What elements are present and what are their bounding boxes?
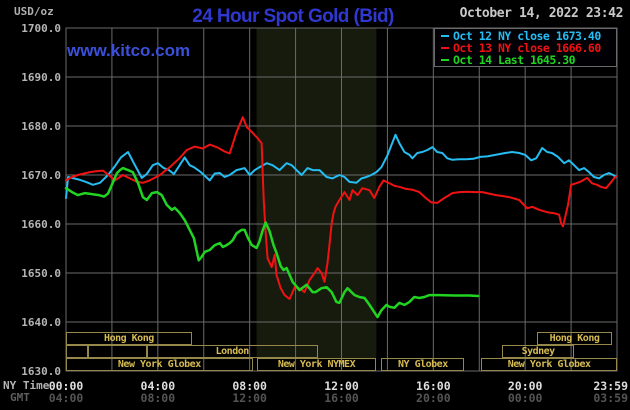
y-tick-label: 1700.0: [21, 22, 61, 35]
session-label: NY Globex: [398, 359, 448, 370]
y-tick-label: 1670.0: [21, 169, 61, 182]
kitco-watermark-link[interactable]: www.kitco.com: [67, 41, 191, 60]
session-box-ny-globex: NY Globex: [381, 358, 465, 371]
x-tick-label-ny: 08:00: [232, 379, 267, 393]
x-tick-label-gmt: 12:00: [232, 391, 267, 405]
x-tick-label-ny: 12:00: [324, 379, 359, 393]
price-line-0: [65, 133, 618, 199]
legend-dash-icon: [441, 35, 449, 37]
y-tick-label: 1680.0: [21, 120, 61, 133]
session-box-hong-kong: Hong Kong: [537, 332, 612, 345]
session-label: New York Globex: [117, 359, 201, 370]
session-label: New York Globex: [507, 359, 591, 370]
x-tick-label-ny: 00:00: [48, 379, 84, 393]
x-tick-label-ny: 04:00: [140, 379, 176, 393]
gmt-axis-caption: GMT: [10, 391, 30, 404]
y-tick-label: 1660.0: [21, 218, 61, 231]
y-tick-label: 1690.0: [21, 71, 61, 84]
legend-item: Oct 12 NY close 1673.40: [435, 29, 616, 43]
ny-time-axis-caption: NY Time: [3, 379, 50, 392]
x-tick-label-ny: 16:00: [416, 379, 451, 393]
x-tick-label-gmt: 20:00: [416, 391, 451, 405]
x-tick-label-gmt: 08:00: [140, 391, 176, 405]
x-tick-label-ny: 23:59: [593, 379, 628, 393]
y-tick-label: 1630.0: [21, 365, 61, 378]
session-box-new-york-nymex: New York NYMEX: [256, 358, 377, 371]
x-tick-label-gmt: 04:00: [48, 391, 84, 405]
session-box-sydney: Sydney: [502, 345, 575, 358]
y-axis-units-label: USD/oz: [14, 5, 54, 18]
x-tick-label-gmt: 16:00: [324, 391, 359, 405]
session-label: Sydney: [521, 346, 556, 357]
session-box-london: London: [146, 345, 318, 358]
session-box-new-york-globex: New York Globex: [66, 358, 253, 371]
legend-item: Oct 13 NY close 1666.60: [435, 41, 616, 55]
x-tick-label-gmt: 03:59: [593, 391, 628, 405]
x-tick-label-ny: 20:00: [507, 379, 543, 393]
session-box-new-york-globex: New York Globex: [481, 358, 617, 371]
legend-dash-icon: [441, 59, 449, 61]
plot-frame: [65, 27, 618, 372]
session-label: London: [215, 346, 250, 357]
x-tick-label-gmt: 00:00: [507, 391, 543, 405]
session-label: New York NYMEX: [277, 359, 356, 370]
legend-item-label: Oct 12 NY close 1673.40: [453, 29, 601, 43]
y-tick-label: 1640.0: [21, 316, 61, 329]
legend-item-label: Oct 13 NY close 1666.60: [453, 41, 601, 55]
session-box-hong-kong: Hong Kong: [66, 332, 192, 345]
session-box: [66, 345, 89, 358]
page-title: 24 Hour Spot Gold (Bid): [192, 6, 394, 27]
legend-item: Oct 14 Last 1645.30: [435, 53, 616, 67]
legend-box: Oct 12 NY close 1673.40 Oct 13 NY close 1…: [434, 28, 617, 67]
session-label: Hong Kong: [549, 333, 600, 344]
price-line-1: [65, 116, 618, 300]
session-box: [88, 345, 147, 358]
price-line-2: [64, 166, 480, 319]
legend-dash-icon: [441, 47, 449, 49]
y-tick-label: 1650.0: [21, 267, 61, 280]
chart-datetime: October 14, 2022 23:42: [459, 6, 624, 21]
legend-item-label: Oct 14 Last 1645.30: [453, 53, 576, 67]
session-label: Hong Kong: [104, 333, 154, 344]
